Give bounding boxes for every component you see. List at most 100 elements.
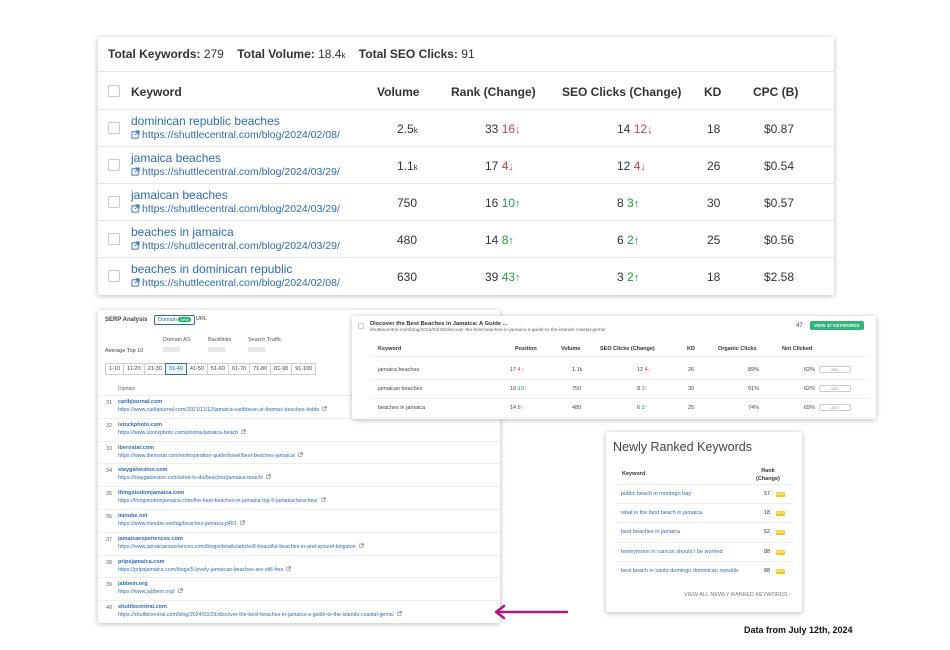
header-kd[interactable]: KD <box>704 85 722 99</box>
result-domain-link[interactable]: shuttlecentral.com <box>118 604 167 611</box>
page-url[interactable]: shuttlecentral.com/blog/2024/03/29/disco… <box>370 328 606 333</box>
keyword-link[interactable]: beaches in jamaica <box>131 225 234 239</box>
row-checkbox[interactable] <box>108 196 120 208</box>
disc-header-not-clicked: Not Clicked <box>782 346 813 352</box>
external-link-icon <box>131 129 142 141</box>
row-divider <box>370 398 870 399</box>
result-domain-link[interactable]: pripsjamaica.com <box>118 558 165 565</box>
add-button[interactable]: ADD <box>819 385 851 392</box>
result-domain-link[interactable]: staygalveston.com <box>118 467 168 474</box>
row-checkbox[interactable] <box>108 233 120 245</box>
position-change: 4 <box>517 367 521 373</box>
table-row: beaches in dominican republic https://shu… <box>98 257 834 294</box>
rank-value: 17 <box>485 159 499 173</box>
newly-keyword-link[interactable]: public beach in montego bay <box>621 491 692 497</box>
header-cpc[interactable]: CPC (B) <box>753 85 799 99</box>
page-button[interactable]: 91-100 <box>291 363 317 375</box>
add-button[interactable]: ADD <box>819 366 851 373</box>
result-domain-link[interactable]: istockphoto.com <box>118 421 163 428</box>
newly-keyword-link[interactable]: honeymoon in cancun should i be worried <box>621 549 723 555</box>
result-url-link[interactable]: https://www.minube.net/tag/beaches-jamai… <box>118 520 245 527</box>
new-badge: NEW <box>776 550 785 555</box>
domain-tab-label: Domain <box>158 317 177 323</box>
page-button[interactable]: 31-40 <box>164 363 187 375</box>
newly-keyword-link[interactable]: what is the best beach in jamaica <box>621 510 703 516</box>
page-button[interactable]: 11-20 <box>123 363 145 375</box>
select-all-checkbox[interactable] <box>108 85 120 97</box>
page-button[interactable]: 61-70 <box>228 363 251 375</box>
result-url-link[interactable]: https://thingstodoinjamaica.com/the-best… <box>118 497 326 504</box>
newly-keyword-link[interactable]: best beach in santo domingo dominican re… <box>621 568 739 574</box>
rank-change: 16 <box>501 122 516 136</box>
newly-keyword-link[interactable]: best beaches in jamaica <box>621 529 681 535</box>
result-domain-link[interactable]: thingstodoinjamaica.com <box>118 490 185 497</box>
rank-header-line1: Rank <box>761 468 775 474</box>
header-seo-clicks[interactable]: SEO Clicks (Change) <box>562 85 682 99</box>
result-url-link[interactable]: https://www.istockphoto.com/photos/jamai… <box>118 428 246 436</box>
row-checkbox[interactable] <box>108 122 120 134</box>
page-button[interactable]: 51-60 <box>206 363 229 375</box>
page-button[interactable]: 1-10 <box>105 363 125 375</box>
row-url-link[interactable]: https://shuttlecentral.com/blog/2024/03/… <box>131 203 340 215</box>
result-url-link[interactable]: https://www.jamaicaexperiences.com/blogs… <box>118 542 364 550</box>
volume-cell: 1.1k <box>397 159 418 173</box>
result-domain-link[interactable]: jamaicaexperiences.com <box>118 535 183 542</box>
disc-volume: 1.1k <box>572 367 583 373</box>
row-url-link[interactable]: https://shuttlecentral.com/blog/2024/03/… <box>131 166 340 178</box>
page-button[interactable]: 81-90 <box>270 363 293 375</box>
result-domain-link[interactable]: minube.net <box>118 513 148 519</box>
disc-keyword: jamaican beaches <box>378 386 423 392</box>
newly-row: what is the best beach in jamaica 18 NEW <box>616 503 794 522</box>
page-button[interactable]: 41-50 <box>185 363 208 375</box>
newly-row: best beaches in jamaica 52 NEW <box>616 522 794 542</box>
disc-keyword: beaches in jamaica <box>378 405 426 411</box>
domain-tab[interactable]: Domain new <box>154 315 195 325</box>
page-button[interactable]: 71-80 <box>249 363 272 375</box>
page-checkbox[interactable] <box>358 323 364 329</box>
result-url-text: https://staygalveston.com/what-to-do/bea… <box>118 475 264 482</box>
view-keywords-button[interactable]: VIEW 47 KEYWORDS <box>810 321 864 330</box>
summary-bar: Total Keywords: 279 Total Volume: 18.4k … <box>98 37 834 72</box>
view-all-newly-ranked-link[interactable]: VIEW ALL NEWLY RANKED KEYWORDS › <box>684 592 791 598</box>
result-position: 38 <box>106 559 113 566</box>
header-volume[interactable]: Volume <box>377 85 420 99</box>
disc-header-position: Position <box>515 346 537 352</box>
result-url-link[interactable]: https://www.jabbem.org/ <box>118 588 183 595</box>
arrow-up-icon: ↑ <box>515 272 521 284</box>
keyword-link[interactable]: beaches in dominican republic <box>131 262 293 276</box>
result-domain-link[interactable]: iberostar.com <box>118 444 155 451</box>
result-url-link[interactable]: https://www.iberostar.com/en/inspiration… <box>118 451 304 459</box>
result-url-text: https://thingstodoinjamaica.com/the-best… <box>118 498 318 505</box>
row-checkbox[interactable] <box>108 159 120 171</box>
kd-cell: 18 <box>707 270 721 284</box>
serp-result-row: 38 pripsjamaica.com https://pripsjamaica.c… <box>98 554 500 577</box>
keyword-link[interactable]: jamaican beaches <box>131 188 228 202</box>
result-position: 35 <box>106 491 113 498</box>
row-checkbox[interactable] <box>108 270 120 282</box>
result-domain-link[interactable]: caribjournal.com <box>118 399 163 405</box>
result-url-link[interactable]: https://shuttlecentral.com/blog/2024/03/… <box>118 611 402 618</box>
page-title[interactable]: Discover the Best Beaches in Jamaica: A … <box>370 321 508 327</box>
result-position: 36 <box>106 514 113 520</box>
cpc-cell: $0.54 <box>764 159 795 173</box>
keyword-link[interactable]: dominican republic beaches <box>131 114 280 128</box>
volume-cell: 750 <box>397 196 417 210</box>
row-url-link[interactable]: https://shuttlecentral.com/blog/2024/02/… <box>131 277 340 289</box>
seo-change: 3 <box>641 386 645 392</box>
result-domain-link[interactable]: jabbem.org <box>118 581 148 588</box>
add-button[interactable]: ADD <box>819 404 851 411</box>
header-keyword[interactable]: Keyword <box>131 85 182 99</box>
row-url-link[interactable]: https://shuttlecentral.com/blog/2024/03/… <box>131 240 340 252</box>
external-link-icon <box>131 240 142 252</box>
row-url-link[interactable]: https://shuttlecentral.com/blog/2024/02/… <box>131 129 340 141</box>
url-tab[interactable]: URL <box>196 316 208 322</box>
keyword-link[interactable]: jamaica beaches <box>131 151 222 165</box>
result-url-link[interactable]: https://pripsjamaica.com/blogs/5-lovely-… <box>118 565 292 573</box>
volume-cell: 480 <box>397 233 417 247</box>
header-rank[interactable]: Rank (Change) <box>451 85 536 99</box>
page-button[interactable]: 21-30 <box>143 363 166 375</box>
new-badge: NEW <box>776 492 785 497</box>
result-url-link[interactable]: https://www.caribjournal.com/2021/11/12/… <box>118 406 328 413</box>
result-position: 34 <box>106 468 113 475</box>
result-url-link[interactable]: https://staygalveston.com/what-to-do/bea… <box>118 474 271 481</box>
